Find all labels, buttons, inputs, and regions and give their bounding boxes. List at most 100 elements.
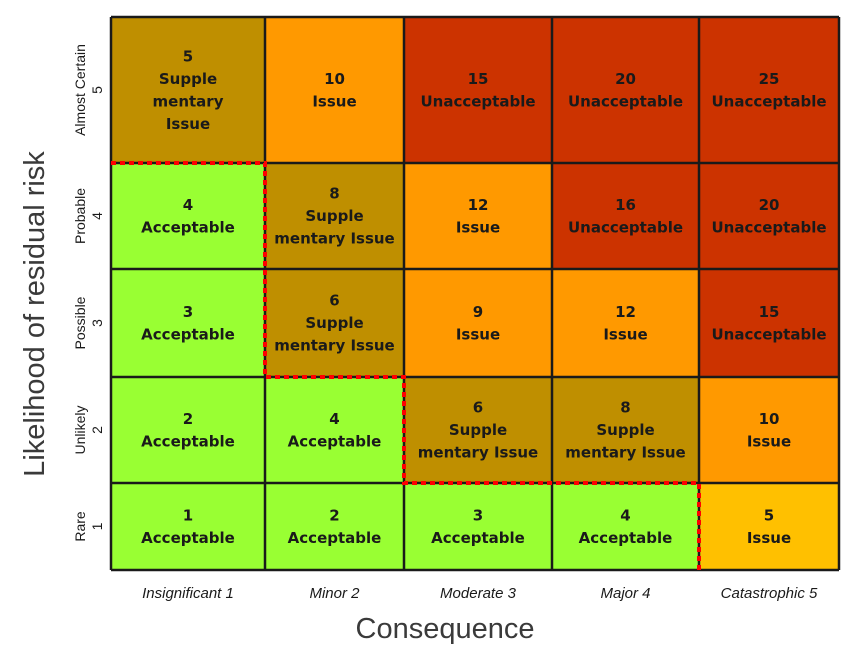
risk-cell-l5-c1: 5 Supple mentary Issue (111, 17, 265, 163)
risk-cell-rating-label: Acceptable (141, 529, 235, 547)
risk-cell-rating-label: Issue (603, 325, 647, 343)
risk-cell-fill (404, 17, 552, 163)
risk-cell-score: 10 (324, 70, 345, 88)
risk-cell-fill (404, 269, 552, 377)
risk-cell-rating-label: Unacceptable (568, 218, 683, 236)
risk-cell-fill (265, 377, 404, 483)
risk-cell-l2-c2: 4 Acceptable (265, 377, 404, 483)
risk-cell-fill (404, 377, 552, 483)
y-tick-label: Possible 3 (72, 296, 105, 349)
x-axis-title: Consequence (356, 613, 535, 645)
x-tick-label: Minor 2 (309, 585, 360, 602)
risk-cell-rating-label: Issue (747, 529, 791, 547)
y-tick-name: Unlikely (72, 405, 88, 454)
risk-cell-fill (699, 269, 839, 377)
risk-cell-fill (699, 17, 839, 163)
risk-cell-rating-label: Issue (456, 325, 500, 343)
risk-cell-l3-c5: 15 Unacceptable (699, 269, 839, 377)
risk-cell-l1-c5: 5 Issue (699, 483, 839, 570)
risk-cell-score: 4 (183, 196, 193, 214)
x-tick-label: Catastrophic 5 (721, 585, 818, 602)
risk-cell-l5-c3: 15 Unacceptable (404, 17, 552, 163)
risk-cell-fill (404, 163, 552, 269)
risk-cell-fill (111, 483, 265, 570)
risk-cell-rating-label: Issue (747, 432, 791, 450)
risk-cell-l4-c3: 12 Issue (404, 163, 552, 269)
risk-cell-rating-label: Acceptable (141, 325, 235, 343)
risk-cell-rating-label: mentary Issue (274, 230, 394, 248)
risk-cell-score: 5 (183, 47, 193, 65)
risk-cell-rating-label: mentary Issue (565, 444, 685, 462)
risk-cell-fill (265, 269, 404, 377)
risk-cell-l1-c1: 1 Acceptable (111, 483, 265, 570)
risk-cell-fill (699, 163, 839, 269)
tolerance-boundary-dashed-line (111, 161, 701, 570)
risk-cell-fill (265, 163, 404, 269)
risk-cell-rating-label: Issue (456, 218, 500, 236)
risk-cell-fill (265, 483, 404, 570)
risk-cell-l5-c5: 25 Unacceptable (699, 17, 839, 163)
risk-cell-rating-label: Acceptable (579, 529, 673, 547)
risk-cell-fill (111, 17, 265, 163)
x-tick-label: Major 4 (600, 585, 650, 602)
risk-cell-score: 2 (329, 506, 339, 524)
y-tick-value: 1 (89, 522, 105, 530)
risk-cell-l4-c2: 8 Supple mentary Issue (265, 163, 404, 269)
risk-cell-rating-label: Supple (449, 421, 507, 439)
y-tick-label: Rare 1 (72, 511, 105, 542)
risk-cell-score: 25 (759, 70, 780, 88)
y-tick-name: Almost Certain (72, 44, 88, 136)
risk-cell-l4-c1: 4 Acceptable (111, 163, 265, 269)
risk-cell-fill (552, 269, 699, 377)
risk-cell-rating-label: Acceptable (288, 432, 382, 450)
risk-cell-l5-c4: 20 Unacceptable (552, 17, 699, 163)
risk-cell-fill (111, 163, 265, 269)
risk-cell-fill (699, 377, 839, 483)
risk-cell-score: 5 (764, 506, 774, 524)
risk-cell-score: 15 (759, 303, 780, 321)
risk-cell-rating-label: Acceptable (141, 218, 235, 236)
risk-cell-rating-label: Unacceptable (711, 92, 826, 110)
risk-cell-fill (111, 377, 265, 483)
y-axis-ticks: Rare 1 Unlikely 2 Possible 3 Probable 4 Almost C… (72, 44, 105, 542)
risk-cell-score: 1 (183, 506, 193, 524)
y-tick-name: Probable (72, 188, 88, 244)
risk-cell-fill (552, 163, 699, 269)
risk-cell-fill (552, 483, 699, 570)
risk-cell-score: 3 (473, 506, 483, 524)
risk-cell-l2-c3: 6 Supple mentary Issue (404, 377, 552, 483)
y-tick-name: Rare (72, 511, 88, 542)
x-tick-label: Insignificant 1 (142, 585, 234, 602)
risk-cell-score: 6 (329, 292, 339, 310)
y-tick-label: Probable 4 (72, 188, 105, 244)
risk-cell-score: 6 (473, 399, 483, 417)
risk-cell-score: 16 (615, 196, 636, 214)
risk-cell-rating-label: Acceptable (288, 529, 382, 547)
risk-cell-score: 8 (329, 185, 339, 203)
risk-cell-l4-c5: 20 Unacceptable (699, 163, 839, 269)
y-tick-value: 3 (89, 319, 105, 327)
risk-cell-l2-c4: 8 Supple mentary Issue (552, 377, 699, 483)
risk-cell-score: 4 (620, 506, 630, 524)
risk-cell-rating-label: Unacceptable (420, 92, 535, 110)
risk-cell-l1-c2: 2 Acceptable (265, 483, 404, 570)
risk-cell-fill (552, 377, 699, 483)
risk-cell-rating-label: Unacceptable (711, 218, 826, 236)
risk-cell-score: 8 (620, 399, 630, 417)
risk-cell-rating-label: Supple (305, 314, 363, 332)
matrix-cells: 5SupplementaryIssue10Issue15Unacceptable… (111, 17, 839, 570)
risk-cell-rating-label: Acceptable (141, 432, 235, 450)
y-tick-value: 2 (89, 426, 105, 434)
risk-cell-fill (111, 269, 265, 377)
risk-cell-rating-label: Supple (596, 421, 654, 439)
y-tick-name: Possible (72, 296, 88, 349)
risk-cell-l1-c4: 4 Acceptable (552, 483, 699, 570)
risk-cell-l1-c3: 3 Acceptable (404, 483, 552, 570)
risk-cell-rating-label: Supple (305, 207, 363, 225)
risk-cell-fill (552, 17, 699, 163)
y-axis-title: Likelihood of residual risk (19, 151, 51, 477)
matrix-grid-lines (109, 15, 841, 572)
risk-cell-score: 4 (329, 410, 339, 428)
risk-cell-rating-label: Supple (159, 70, 217, 88)
